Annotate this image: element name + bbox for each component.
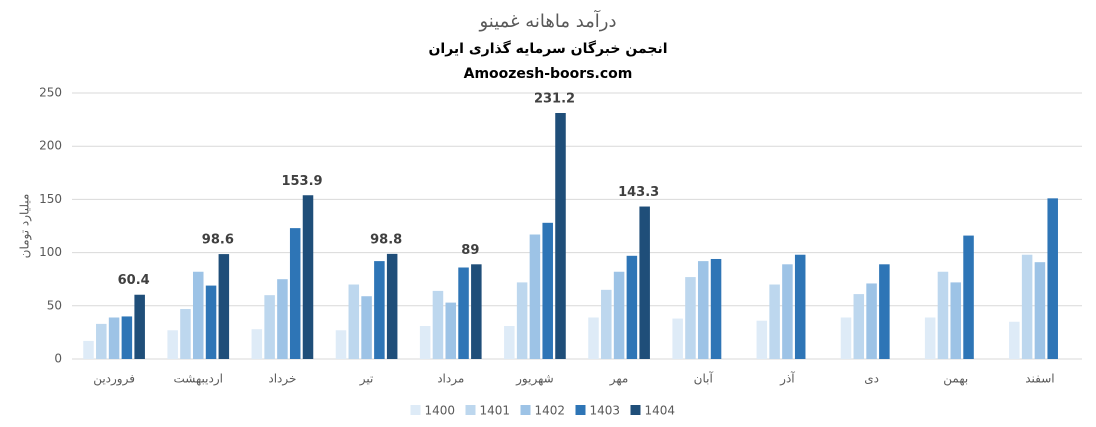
y-axis-title: میلیارد تومان xyxy=(18,194,33,259)
bar xyxy=(542,222,553,359)
x-tick-label: آذر xyxy=(779,371,795,387)
bar xyxy=(192,271,204,359)
bar xyxy=(782,264,793,359)
bar xyxy=(672,318,683,359)
bar xyxy=(1009,321,1020,359)
bar xyxy=(134,294,145,359)
x-tick-label: اسفند xyxy=(1025,372,1054,386)
x-tick-label: مهر xyxy=(609,372,629,387)
chart-source: Amoozesh-boors.com xyxy=(464,66,633,82)
legend-swatch xyxy=(575,405,586,415)
bar xyxy=(386,253,398,359)
bar xyxy=(866,283,877,359)
bar xyxy=(626,255,638,359)
bar xyxy=(471,264,482,359)
bar xyxy=(613,271,625,359)
bar xyxy=(879,264,890,359)
bar xyxy=(264,295,275,359)
bar xyxy=(697,261,709,359)
chart-title: درآمد ماهانه غمینو xyxy=(479,9,617,32)
bar xyxy=(218,254,230,359)
legend-swatch xyxy=(520,405,531,415)
data-label: 143.3 xyxy=(618,185,659,200)
bar xyxy=(504,326,515,359)
bar xyxy=(108,317,120,359)
data-label: 98.8 xyxy=(370,232,402,247)
x-tick-label: اردیبهشت xyxy=(174,372,223,387)
bar xyxy=(601,289,612,359)
y-tick-label: 50 xyxy=(47,298,62,312)
bar xyxy=(348,284,360,359)
x-tick-label: شهریور xyxy=(515,372,554,387)
legend-swatch xyxy=(630,405,641,415)
bar xyxy=(853,294,865,359)
legend-label: 1403 xyxy=(590,404,621,418)
x-tick-label: دی xyxy=(864,372,879,386)
x-tick-label: تیر xyxy=(359,372,374,387)
bar xyxy=(335,330,347,359)
data-label: 153.9 xyxy=(281,174,322,189)
chart-subtitle: انجمن خبرگان سرمایه گذاری ایران xyxy=(428,40,667,57)
x-tick-label: خرداد xyxy=(268,372,296,387)
bar xyxy=(121,316,133,359)
data-label: 60.4 xyxy=(118,273,150,288)
y-tick-label: 200 xyxy=(39,139,62,153)
bar xyxy=(445,302,457,359)
bar xyxy=(180,308,191,359)
bar xyxy=(289,228,301,359)
bar xyxy=(555,113,566,359)
bar xyxy=(374,261,385,359)
bar xyxy=(167,330,178,359)
bar xyxy=(205,285,217,359)
bar xyxy=(685,277,696,359)
bar xyxy=(419,326,431,359)
bar xyxy=(710,258,722,359)
bar xyxy=(639,206,650,359)
bar xyxy=(458,267,469,359)
y-tick-label: 150 xyxy=(39,192,62,206)
data-label: 89 xyxy=(461,243,479,258)
bar xyxy=(963,235,974,359)
bar xyxy=(302,195,314,359)
bar xyxy=(769,284,780,359)
legend-label: 1402 xyxy=(535,404,566,418)
bar xyxy=(756,320,768,359)
bar xyxy=(1021,254,1033,359)
bar xyxy=(251,329,263,359)
legend-label: 1400 xyxy=(425,404,456,418)
legend-label: 1401 xyxy=(480,404,511,418)
data-label: 231.2 xyxy=(534,92,575,107)
bar xyxy=(937,271,949,359)
x-tick-label: فروردین xyxy=(93,372,135,387)
y-tick-label: 100 xyxy=(39,245,62,259)
bar xyxy=(277,279,288,359)
legend-label: 1404 xyxy=(645,404,676,418)
bar xyxy=(96,323,107,359)
bar xyxy=(840,317,852,359)
data-label: 98.6 xyxy=(202,233,234,248)
bar xyxy=(361,296,372,359)
bar xyxy=(529,234,541,359)
x-tick-label: بهمن xyxy=(943,372,968,387)
x-tick-label: مرداد xyxy=(437,372,464,387)
x-tick-label: آبان xyxy=(694,371,714,386)
bar xyxy=(588,317,599,359)
bar xyxy=(1047,198,1058,359)
legend-swatch xyxy=(410,405,421,415)
bar xyxy=(83,340,94,359)
y-tick-label: 250 xyxy=(39,86,62,100)
bar xyxy=(794,254,806,359)
y-tick-label: 0 xyxy=(54,352,62,366)
bar xyxy=(950,282,962,359)
legend-swatch xyxy=(465,405,476,415)
bar xyxy=(1034,262,1046,359)
bar xyxy=(432,290,444,359)
bar xyxy=(516,282,528,359)
bar xyxy=(924,317,936,359)
